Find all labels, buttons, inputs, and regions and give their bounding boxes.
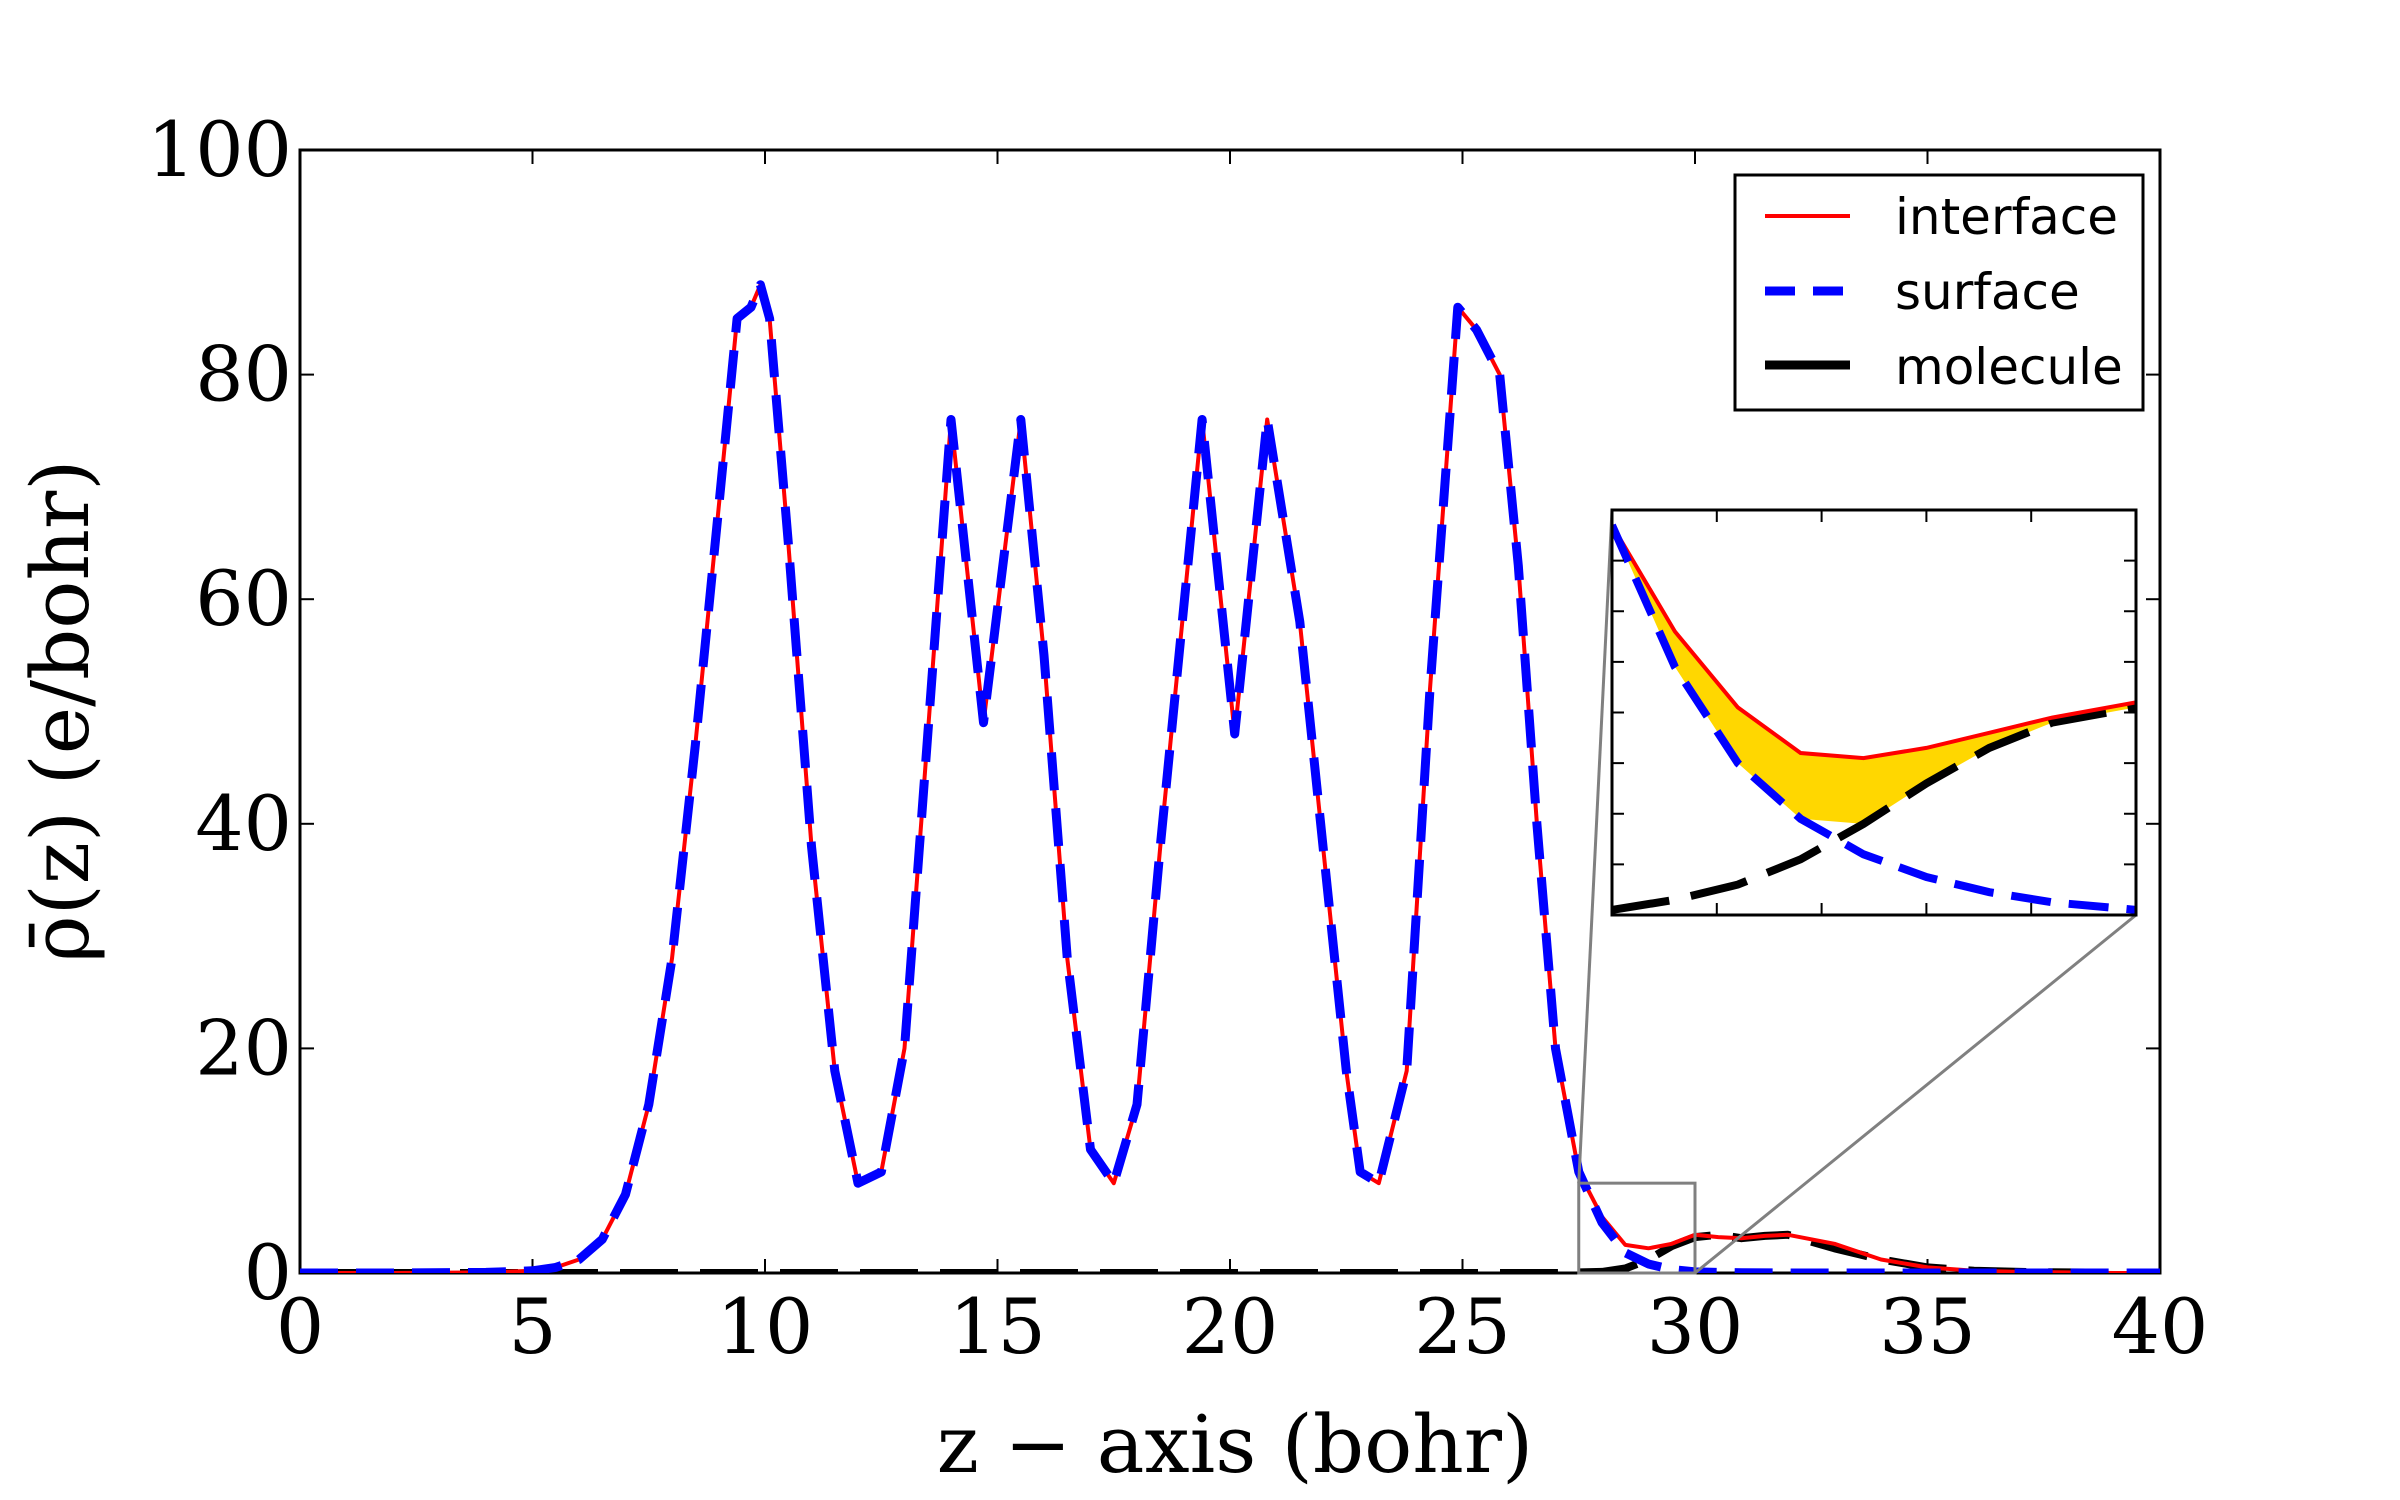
inset-line-interface — [1612, 524, 2136, 761]
inset-line-molecule — [1612, 703, 2136, 914]
inset-frame — [1610, 508, 2138, 917]
y-tick-labels: 0 20 40 60 80 100 — [147, 105, 292, 1317]
y-tick-label: 40 — [195, 779, 292, 868]
y-axis-title: ρ̄(z) (e/bohr) — [14, 460, 107, 963]
inset-line-surface — [1612, 523, 2136, 914]
data-series — [300, 280, 2160, 1273]
x-tick-label: 5 — [508, 1282, 556, 1371]
x-tick-label: 15 — [949, 1282, 1046, 1371]
zoom-connector-line — [1694, 913, 2137, 1275]
x-tick-label: 25 — [1414, 1282, 1511, 1371]
inset-ticks — [1612, 510, 2136, 915]
zoom-region-box — [1577, 1181, 1697, 1275]
series-line-surface — [300, 280, 2160, 1273]
inset-background — [1612, 510, 2136, 915]
legend-label-interface: interface — [1895, 188, 2118, 246]
inset-shaded-area — [1612, 525, 2136, 824]
y-tick-label: 60 — [195, 554, 292, 643]
x-tick-label: 20 — [1182, 1282, 1279, 1371]
legend: interface surface molecule — [1733, 173, 2145, 412]
y-tick-label: 100 — [147, 105, 292, 194]
x-axis-title: z − axis (bohr) — [937, 1398, 1533, 1491]
x-tick-label: 30 — [1647, 1282, 1744, 1371]
x-tick-label: 40 — [2112, 1282, 2209, 1371]
x-tick-labels: 0 5 10 15 20 25 30 35 40 — [276, 1282, 2209, 1371]
x-tick-label: 10 — [717, 1282, 814, 1371]
x-tick-label: 0 — [276, 1282, 324, 1371]
zoom-connector-line — [1577, 509, 1614, 1184]
y-tick-label: 0 — [244, 1228, 292, 1317]
y-tick-label: 20 — [195, 1003, 292, 1092]
inset-series — [1612, 523, 2136, 914]
legend-label-molecule: molecule — [1895, 338, 2123, 396]
y-tick-label: 80 — [195, 330, 292, 419]
x-tick-label: 35 — [1879, 1282, 1976, 1371]
legend-label-surface: surface — [1895, 263, 2080, 321]
